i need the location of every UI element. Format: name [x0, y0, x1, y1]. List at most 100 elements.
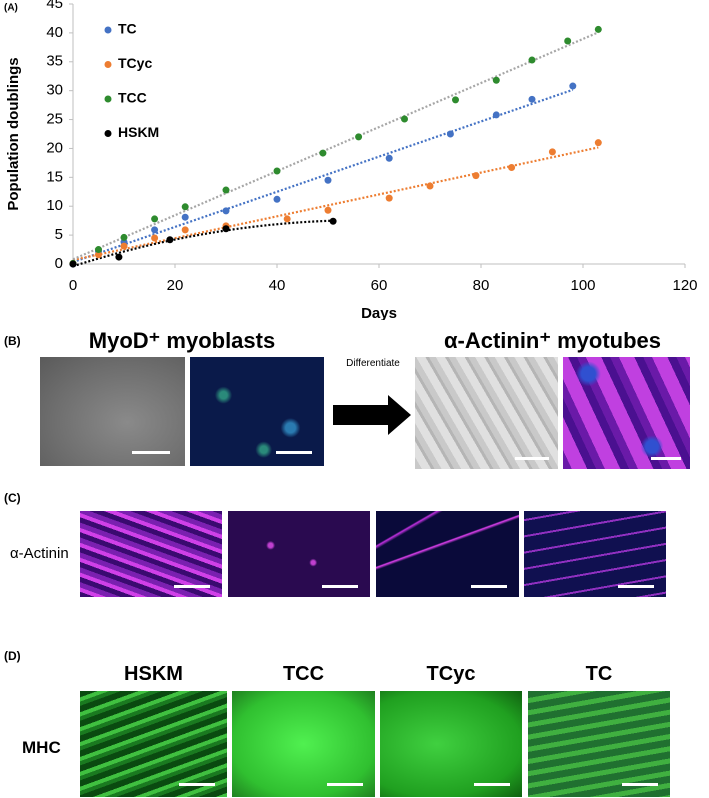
y-tick-label: 5	[55, 226, 63, 243]
column-header: TCyc	[426, 663, 476, 685]
y-tick-label: 40	[46, 24, 63, 41]
data-point	[355, 133, 363, 141]
data-point	[324, 176, 332, 184]
data-point	[548, 148, 556, 156]
panel-label: (B)	[4, 334, 21, 348]
arrow	[333, 395, 411, 435]
data-point	[319, 149, 327, 157]
micrograph	[563, 357, 690, 469]
data-point	[385, 154, 393, 162]
panel-label: (D)	[4, 649, 21, 663]
column-header: TC	[585, 663, 613, 685]
panel-title: α-Actinin⁺ myotubes	[443, 328, 662, 353]
panel-label: (C)	[4, 491, 21, 505]
data-point	[564, 37, 572, 45]
data-point	[69, 260, 77, 268]
data-point	[594, 25, 602, 33]
data-point	[492, 76, 500, 84]
data-point	[472, 172, 480, 180]
data-point	[492, 111, 500, 119]
chart: (A) Days Population doublings 0 5 10 15 20 25…	[4, 0, 698, 320]
x-tick-label: 100	[570, 277, 595, 294]
micrograph	[415, 357, 558, 469]
legend-label: TC	[118, 21, 137, 37]
x-tick-label: 120	[672, 277, 697, 294]
trendline	[72, 219, 334, 268]
data-point	[452, 96, 459, 104]
micrograph	[80, 691, 227, 797]
panel-title: MyoD⁺ myoblasts	[88, 328, 276, 353]
data-point	[166, 236, 174, 244]
data-point	[273, 167, 281, 175]
y-tick-label: 25	[46, 111, 63, 128]
data-point	[181, 226, 189, 234]
micrograph	[80, 511, 222, 597]
micrograph	[376, 511, 519, 597]
y-tick-label: 10	[46, 197, 63, 214]
y-tick-label: 30	[46, 82, 63, 99]
data-point	[508, 164, 516, 172]
row-label: MHC	[22, 738, 61, 757]
legend-label: TCyc	[118, 55, 152, 71]
micrograph	[524, 511, 666, 597]
data-point	[115, 253, 123, 261]
data-point	[594, 139, 602, 147]
data-point	[528, 56, 536, 64]
data-point	[181, 203, 189, 211]
micrograph	[380, 691, 522, 797]
data-point	[222, 186, 230, 194]
data-point	[222, 225, 230, 233]
data-point	[273, 195, 281, 203]
micrograph	[190, 357, 324, 466]
arrow-label: Differentiate	[346, 358, 400, 369]
data-point	[446, 130, 454, 138]
trendline	[72, 31, 599, 261]
data-point	[528, 95, 536, 103]
column-header: TCC	[282, 663, 325, 685]
x-tick-label: 40	[269, 277, 286, 294]
x-tick-label: 0	[69, 277, 77, 294]
x-tick-label: 60	[371, 277, 388, 294]
data-point	[120, 242, 128, 250]
data-point	[151, 215, 159, 223]
data-point	[329, 217, 337, 225]
data-point	[95, 246, 102, 254]
y-tick-label: 20	[46, 139, 63, 156]
y-tick-label: 15	[46, 168, 63, 185]
trendline	[72, 88, 574, 264]
micrograph	[228, 511, 370, 597]
data-point	[120, 233, 128, 241]
legend-label: TCC	[118, 90, 147, 106]
x-tick-label: 20	[167, 277, 184, 294]
data-point	[151, 234, 159, 242]
data-point	[385, 194, 393, 202]
data-point	[151, 226, 159, 234]
y-tick-label: 45	[46, 0, 63, 12]
data-point	[283, 215, 291, 223]
legend-marker	[104, 61, 112, 68]
data-point	[324, 206, 332, 214]
trendline	[72, 146, 599, 262]
micrograph	[528, 691, 670, 797]
column-header: HSKM	[124, 663, 183, 685]
micrograph	[232, 691, 375, 797]
x-tick-label: 80	[473, 277, 490, 294]
data-point	[95, 251, 102, 259]
y-axis-label: Population doublings	[5, 57, 22, 210]
data-point	[222, 207, 230, 215]
data-point	[569, 82, 577, 90]
y-tick-label: 35	[46, 53, 63, 70]
row-label: α-Actinin	[10, 545, 69, 562]
data-point	[401, 115, 408, 123]
micrograph	[40, 357, 185, 466]
y-tick-label: 0	[55, 255, 63, 272]
data-point	[181, 213, 189, 221]
legend-marker	[104, 130, 112, 137]
data-point	[426, 182, 434, 190]
legend-marker	[104, 26, 112, 34]
legend-marker	[104, 95, 112, 103]
panel-label: (A)	[4, 3, 18, 14]
x-axis-label: Days	[361, 305, 397, 320]
legend-label: HSKM	[118, 124, 159, 140]
